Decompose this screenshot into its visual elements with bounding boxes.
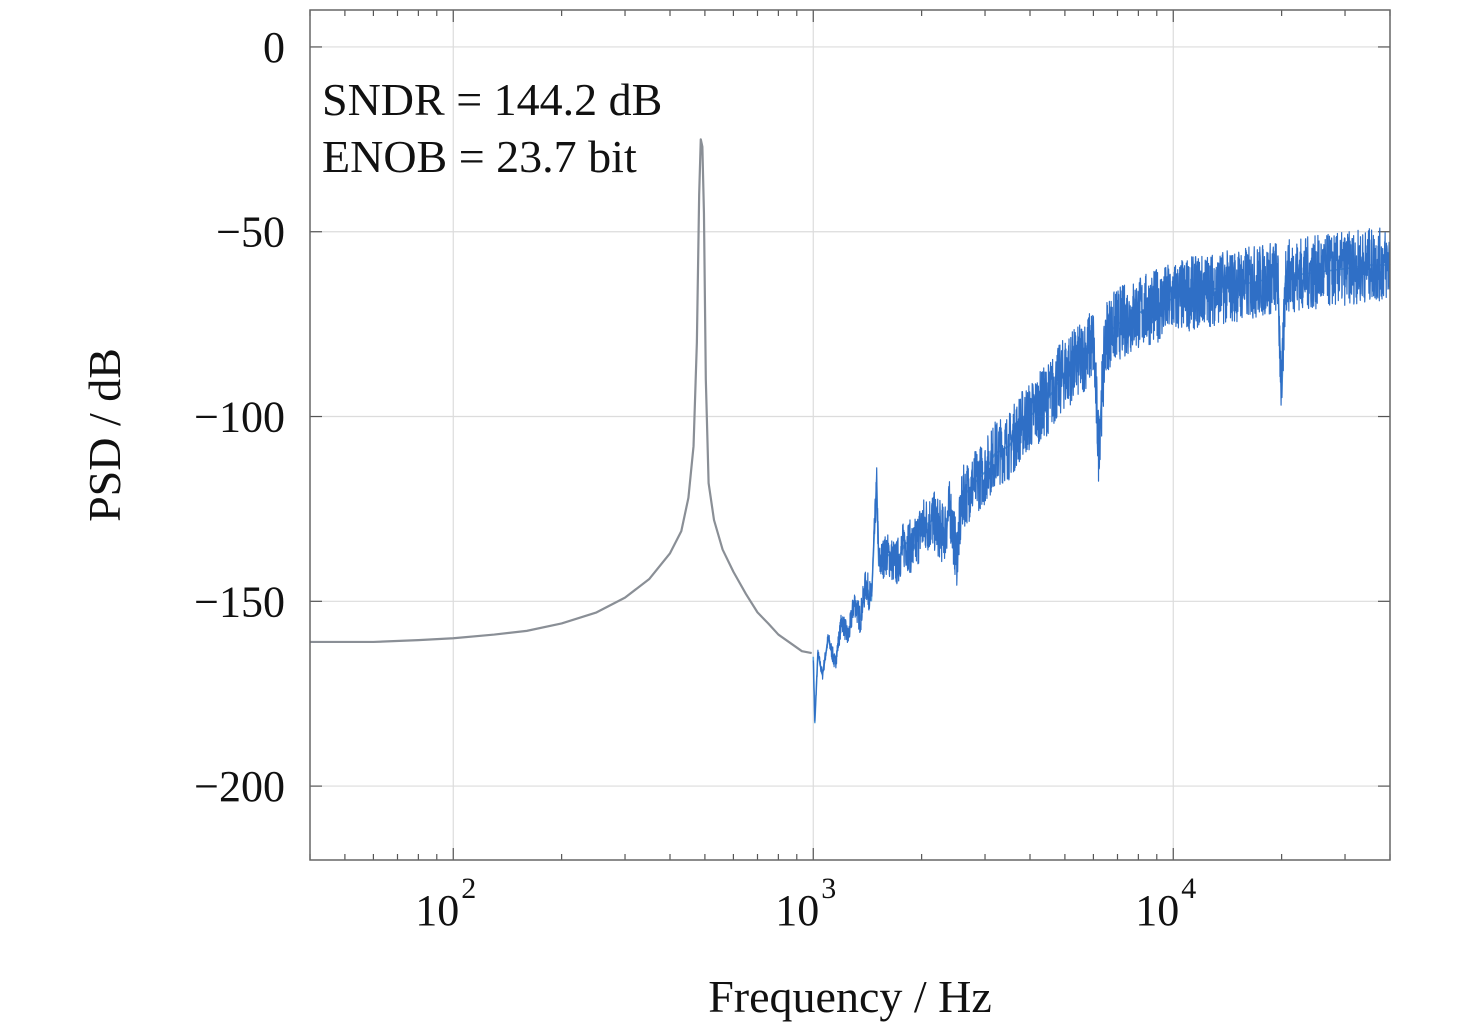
x-axis-label: Frequency / Hz bbox=[708, 971, 992, 1022]
y-axis-label: PSD / dB bbox=[79, 348, 130, 522]
x-tick-base-1: 10 bbox=[775, 886, 819, 935]
y-tick-label-0: 0 bbox=[263, 23, 285, 72]
x-tick-label-1: 10 3 bbox=[775, 872, 836, 935]
x-tick-labels: 10 2 10 3 10 4 bbox=[415, 872, 1196, 935]
y-tick-label-3: −150 bbox=[194, 577, 285, 626]
x-tick-label-0: 10 2 bbox=[415, 872, 476, 935]
x-tick-label-2: 10 4 bbox=[1135, 872, 1196, 935]
y-tick-label-1: −50 bbox=[216, 208, 285, 257]
y-tick-label-2: −100 bbox=[194, 393, 285, 442]
plot-area-frame bbox=[309, 9, 1391, 861]
series-0-line bbox=[310, 138, 812, 655]
x-tick-exp-2: 4 bbox=[1181, 872, 1196, 905]
series-layer bbox=[310, 138, 1391, 724]
x-tick-exp-1: 3 bbox=[821, 872, 836, 905]
y-tick-labels: 0 −50 −100 −150 −200 bbox=[194, 23, 285, 811]
x-tick-base-2: 10 bbox=[1135, 886, 1179, 935]
y-tick-label-4: −200 bbox=[194, 762, 285, 811]
enob-annotation: ENOB = 23.7 bit bbox=[322, 131, 637, 182]
grid-lines bbox=[310, 10, 1390, 860]
sndr-annotation: SNDR = 144.2 dB bbox=[322, 74, 662, 125]
x-tick-base-0: 10 bbox=[415, 886, 459, 935]
x-tick-exp-0: 2 bbox=[461, 872, 476, 905]
series-1-line bbox=[812, 227, 1391, 722]
minor-ticks bbox=[309, 10, 1391, 860]
series-1-envelope bbox=[812, 264, 1390, 724]
